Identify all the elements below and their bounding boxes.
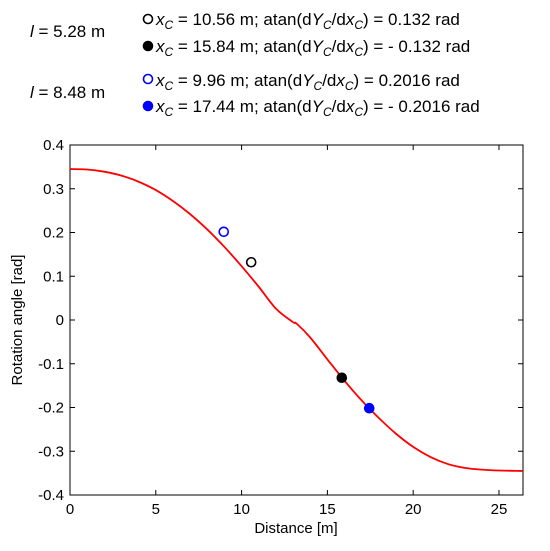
legend-group-2-label: l = 8.48 m: [30, 83, 105, 102]
plot-frame: [69, 144, 524, 496]
legend-marker-filled-black: [142, 40, 154, 52]
x-axis-title: Distance [m]: [254, 520, 337, 537]
y-tick-label: 0.1: [43, 268, 64, 285]
group-2-var: l: [30, 83, 35, 102]
y-tick-label: -0.1: [38, 356, 64, 373]
data-point-2: [336, 372, 348, 384]
y-tick-label: -0.2: [38, 400, 64, 417]
marker-points: [218, 226, 375, 414]
data-point-4: [363, 402, 375, 414]
rotation-angle-curve: [69, 168, 524, 472]
group-1-value: = 5.28 m: [34, 22, 105, 41]
x-tick-label: 5: [152, 501, 160, 518]
y-tick-label: 0.2: [43, 225, 64, 242]
data-point-3: [218, 226, 230, 238]
legend-entry-4: xC = 17.44 m; atan(dYC/dxC) = - 0.2016 r…: [155, 97, 480, 119]
y-tick-label: 0.3: [43, 181, 64, 198]
y-tick-label: 0.4: [43, 137, 64, 154]
legend-group-2: l = 8.48 m xC = 9.96 m; atan(dYC/dxC) = …: [30, 71, 480, 119]
legend-entry-2: xC = 15.84 m; atan(dYC/dxC) = - 0.132 ra…: [155, 37, 470, 59]
y-axis: 0.4 0.3 0.2 0.1 0 -0.1 -0.2 -0.3 -0.4: [38, 137, 523, 504]
legend-entry-3: xC = 9.96 m; atan(dYC/dxC) = 0.2016 rad: [155, 71, 460, 93]
legend-marker-open-black: [142, 13, 154, 25]
y-tick-label: -0.4: [38, 487, 64, 504]
x-axis: 0 5 10 15 20 25: [66, 145, 507, 518]
legend-group-1-label: l = 5.28 m: [30, 22, 105, 41]
legend-marker-open-blue: [142, 73, 154, 85]
group-2-value: = 8.48 m: [34, 83, 105, 102]
legend-entry-1: xC = 10.56 m; atan(dYC/dxC) = 0.132 rad: [155, 10, 460, 32]
y-axis-title: Rotation angle [rad]: [9, 255, 26, 386]
x-tick-label: 20: [405, 501, 422, 518]
x-tick-label: 25: [491, 501, 508, 518]
legend-marker-filled-blue: [142, 100, 154, 112]
x-tick-label: 10: [233, 501, 250, 518]
plot-area: 0.4 0.3 0.2 0.1 0 -0.1 -0.2 -0.3 -0.4 0 5 10 15 20 25: [38, 137, 524, 518]
data-point-1: [245, 256, 257, 268]
y-tick-label: -0.3: [38, 443, 64, 460]
y-tick-label: 0: [56, 312, 64, 329]
group-1-var: l: [30, 22, 35, 41]
legend-group-1: l = 5.28 m xC = 10.56 m; atan(dYC/dxC) =…: [30, 10, 470, 59]
x-tick-label: 15: [319, 501, 336, 518]
x-tick-label: 0: [66, 501, 74, 518]
